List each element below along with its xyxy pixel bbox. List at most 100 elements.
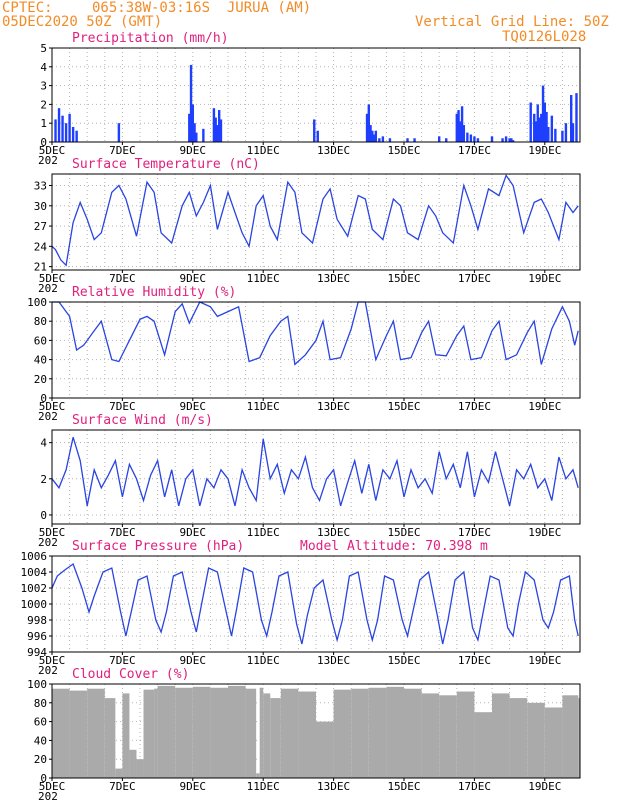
precip-bar — [313, 119, 316, 142]
cloud-bar — [509, 698, 528, 778]
x-tick-label: 11DEC — [247, 272, 280, 285]
plot-frame — [51, 301, 581, 399]
plot-frame — [51, 683, 581, 779]
panel-title: Surface Wind (m/s) — [72, 413, 213, 428]
y-tick-label: 994 — [27, 646, 47, 659]
precip-bar — [117, 123, 121, 142]
x-tick-label: 11DEC — [247, 144, 280, 157]
y-tick-label: 30 — [34, 200, 47, 213]
y-tick-label: 0 — [40, 392, 47, 405]
panel-annotation: Model Altitude: 70.398 m — [300, 539, 488, 554]
precip-bar — [57, 108, 61, 142]
cloud-bar — [351, 688, 369, 778]
cloud-bar — [129, 749, 137, 778]
y-tick-label: 996 — [27, 630, 47, 643]
precip-bar — [64, 123, 68, 142]
y-tick-label: 1000 — [21, 598, 48, 611]
panel-title: Relative Humidity (%) — [72, 285, 236, 300]
precip-bar — [476, 138, 480, 142]
x-tick-label: 11DEC — [247, 400, 280, 413]
y-tick-label: 40 — [34, 354, 47, 367]
x-tick-label: 15DEC — [387, 272, 420, 285]
precip-bar — [372, 134, 376, 142]
cloud-bar — [104, 698, 116, 778]
year-label: 202 — [38, 536, 58, 549]
precip-bar — [529, 102, 532, 142]
year-label: 202 — [38, 790, 58, 800]
cloud-bar — [333, 689, 352, 778]
precip-bar — [550, 115, 554, 142]
cloud-bar — [280, 688, 299, 778]
x-tick-label: 11DEC — [247, 526, 280, 539]
precip-bar — [316, 130, 319, 142]
panel-1: 0 1 2 3 4 5 5DEC 7DEC 9DEC 11DEC 13DEC 15DEC 17DEC 19… — [38, 31, 581, 167]
precip-bar — [378, 138, 381, 142]
precip-bar — [541, 85, 545, 142]
series-line — [51, 437, 579, 507]
year-label: 202 — [38, 664, 58, 677]
precip-bar — [438, 136, 441, 142]
x-tick-label: 9DEC — [180, 780, 207, 793]
precip-bar — [545, 111, 548, 142]
cloud-bar — [210, 687, 228, 778]
y-tick-label: 40 — [34, 734, 47, 747]
precip-bar — [575, 93, 578, 142]
y-tick-label: 5 — [40, 42, 47, 55]
precip-bar — [406, 138, 409, 142]
x-tick-label: 15DEC — [387, 526, 420, 539]
precip-bar — [189, 64, 193, 142]
x-tick-label: 5DEC — [39, 400, 66, 413]
x-tick-label: 7DEC — [109, 400, 136, 413]
year-label: 202 — [38, 410, 58, 423]
y-tick-label: 100 — [27, 296, 47, 309]
precip-bar — [570, 95, 573, 142]
precip-bar — [54, 119, 57, 142]
cloud-bar — [368, 687, 387, 778]
precip-bar — [371, 130, 374, 142]
x-tick-label: 19DEC — [528, 526, 561, 539]
cloud-bar — [492, 693, 510, 778]
x-tick-label: 15DEC — [387, 144, 420, 157]
y-tick-label: 24 — [34, 240, 48, 253]
x-tick-label: 9DEC — [180, 654, 207, 667]
precip-bar — [473, 136, 476, 142]
x-tick-label: 15DEC — [387, 400, 420, 413]
cloud-bar — [52, 688, 70, 778]
cloud-bar — [87, 688, 105, 778]
x-tick-label: 13DEC — [317, 780, 350, 793]
cloud-bar — [544, 707, 563, 778]
cloud-bar — [298, 691, 316, 778]
y-tick-label: 20 — [34, 753, 47, 766]
x-tick-label: 17DEC — [458, 144, 491, 157]
y-tick-label: 2 — [40, 473, 47, 486]
x-tick-label: 19DEC — [528, 780, 561, 793]
x-tick-label: 5DEC — [39, 654, 66, 667]
precip-bar — [212, 108, 216, 142]
y-tick-label: 80 — [34, 697, 47, 710]
precip-bar — [561, 130, 564, 142]
y-tick-label: 1006 — [21, 550, 48, 563]
year-label: 202 — [38, 154, 58, 167]
x-tick-label: 5DEC — [39, 144, 66, 157]
series-line — [52, 301, 579, 366]
series-line — [51, 562, 579, 645]
precip-bar — [195, 132, 198, 142]
x-tick-label: 17DEC — [458, 526, 491, 539]
precip-bar — [216, 125, 219, 142]
x-tick-label: 19DEC — [528, 144, 561, 157]
precip-bar — [490, 136, 494, 142]
y-tick-label: 60 — [34, 716, 47, 729]
x-tick-label: 5DEC — [39, 526, 66, 539]
cloud-bar — [439, 695, 457, 778]
precip-bar — [564, 123, 568, 142]
precip-bar — [511, 140, 515, 142]
y-tick-label: 0 — [40, 136, 47, 149]
y-tick-label: 2 — [40, 98, 47, 111]
x-tick-label: 17DEC — [458, 400, 491, 413]
x-tick-label: 11DEC — [247, 780, 280, 793]
y-tick-label: 4 — [40, 61, 47, 74]
precip-bar — [462, 125, 466, 142]
y-tick-label: 60 — [34, 334, 47, 347]
cloud-bar — [421, 693, 440, 778]
y-tick-label: 21 — [34, 261, 47, 274]
